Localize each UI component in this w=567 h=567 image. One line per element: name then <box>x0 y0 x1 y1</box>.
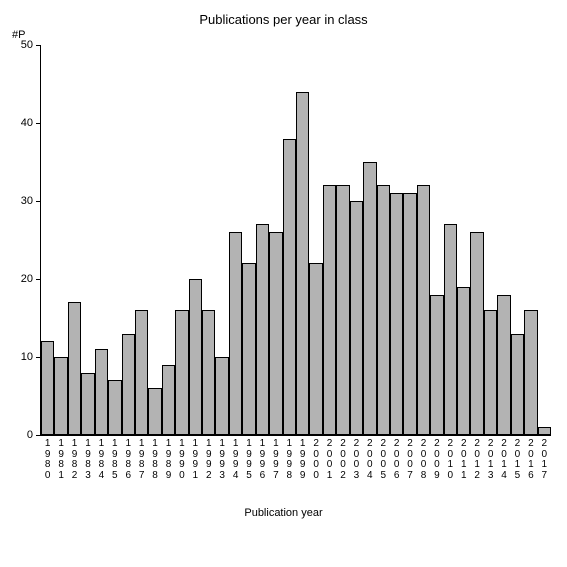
y-tick-label: 50 <box>11 39 33 51</box>
bar <box>202 310 215 435</box>
x-tick-label: 2008 <box>421 439 427 481</box>
x-tick-label: 2012 <box>474 439 480 481</box>
x-tick-label: 1980 <box>45 439 51 481</box>
x-tick-label: 2001 <box>327 439 333 481</box>
y-tick <box>36 123 41 124</box>
y-tick <box>36 45 41 46</box>
bar <box>54 357 67 435</box>
bar <box>122 334 135 435</box>
bar <box>95 349 108 435</box>
x-tick-label: 2000 <box>313 439 319 481</box>
bar <box>484 310 497 435</box>
y-tick-label: 30 <box>11 195 33 207</box>
x-axis-title: Publication year <box>0 507 567 519</box>
x-tick-label: 2004 <box>367 439 373 481</box>
bar <box>215 357 228 435</box>
bar <box>497 295 510 435</box>
chart-title: Publications per year in class <box>0 12 567 27</box>
x-tick-label: 1994 <box>233 439 239 481</box>
x-tick-label: 1986 <box>125 439 131 481</box>
x-tick-label: 1992 <box>206 439 212 481</box>
bar <box>256 224 269 435</box>
bar <box>135 310 148 435</box>
bar <box>457 287 470 435</box>
bar <box>444 224 457 435</box>
y-tick <box>36 357 41 358</box>
bar <box>363 162 376 435</box>
x-tick-label: 1989 <box>166 439 172 481</box>
x-tick-label: 1988 <box>152 439 158 481</box>
y-tick-label: 20 <box>11 273 33 285</box>
x-tick-label: 2011 <box>461 439 467 481</box>
x-tick-label: 2013 <box>488 439 494 481</box>
bar <box>390 193 403 435</box>
bar <box>41 341 54 435</box>
bar <box>229 232 242 435</box>
bar <box>417 185 430 435</box>
x-tick-label: 1991 <box>193 439 199 481</box>
bar <box>162 365 175 435</box>
x-tick-label: 1981 <box>58 439 64 481</box>
bar <box>403 193 416 435</box>
plot-area: 0102030405019801981198219831984198519861… <box>40 45 551 436</box>
x-tick-label: 1983 <box>85 439 91 481</box>
bar <box>148 388 161 435</box>
x-tick-label: 1995 <box>246 439 252 481</box>
bar <box>269 232 282 435</box>
y-tick <box>36 201 41 202</box>
y-tick-label: 10 <box>11 351 33 363</box>
bar <box>470 232 483 435</box>
bar <box>538 427 551 435</box>
bars-layer <box>41 45 551 435</box>
x-tick-label: 1982 <box>72 439 78 481</box>
chart-container: Publications per year in class #P 010203… <box>0 0 567 567</box>
x-tick-label: 2017 <box>542 439 548 481</box>
bar <box>108 380 121 435</box>
bar <box>377 185 390 435</box>
bar <box>189 279 202 435</box>
x-tick-label: 1999 <box>300 439 306 481</box>
y-tick-label: 0 <box>11 429 33 441</box>
x-tick-label: 1996 <box>260 439 266 481</box>
x-tick-label: 2006 <box>394 439 400 481</box>
x-tick-label: 1990 <box>179 439 185 481</box>
x-tick-label: 2005 <box>380 439 386 481</box>
x-tick-label: 2015 <box>515 439 521 481</box>
x-tick-label: 2014 <box>501 439 507 481</box>
x-tick-label: 1993 <box>219 439 225 481</box>
bar <box>524 310 537 435</box>
y-tick <box>36 435 41 436</box>
bar <box>350 201 363 435</box>
x-tick-label: 2002 <box>340 439 346 481</box>
bar <box>175 310 188 435</box>
bar <box>511 334 524 435</box>
bar <box>430 295 443 435</box>
x-tick-label: 1998 <box>287 439 293 481</box>
x-tick-label: 2010 <box>448 439 454 481</box>
x-tick-label: 1987 <box>139 439 145 481</box>
bar <box>68 302 81 435</box>
bar <box>309 263 322 435</box>
y-tick-label: 40 <box>11 117 33 129</box>
bar <box>323 185 336 435</box>
bar <box>283 139 296 435</box>
bar <box>336 185 349 435</box>
bar <box>296 92 309 435</box>
x-tick-label: 2016 <box>528 439 534 481</box>
x-tick-label: 2009 <box>434 439 440 481</box>
bar <box>81 373 94 435</box>
x-tick-label: 1997 <box>273 439 279 481</box>
x-tick-label: 2007 <box>407 439 413 481</box>
x-tick-label: 2003 <box>354 439 360 481</box>
y-tick <box>36 279 41 280</box>
x-tick-label: 1984 <box>99 439 105 481</box>
x-tick-label: 1985 <box>112 439 118 481</box>
bar <box>242 263 255 435</box>
